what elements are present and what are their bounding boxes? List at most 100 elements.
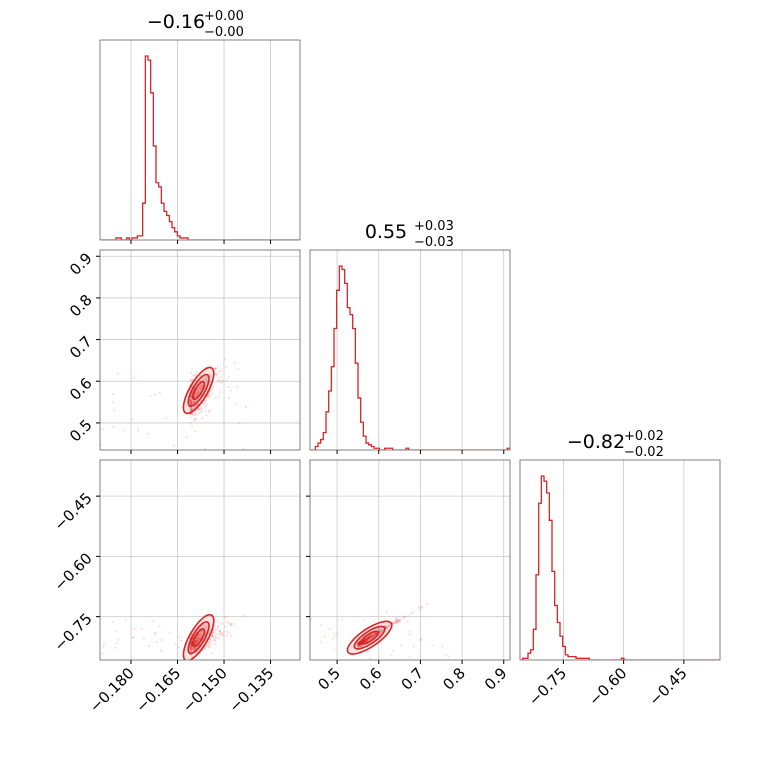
scatter-point — [205, 381, 208, 384]
scatter-point — [203, 401, 206, 405]
scatter-point — [365, 640, 368, 643]
scatter-point — [199, 411, 202, 414]
scatter-point — [194, 413, 197, 417]
scatter-point — [366, 636, 370, 639]
scatter-point — [388, 624, 391, 627]
scatter-point — [201, 406, 204, 409]
scatter-point — [370, 633, 374, 637]
scatter-point — [211, 632, 214, 635]
scatter-point — [202, 377, 205, 380]
scatter-point — [367, 635, 370, 639]
scatter-point — [111, 425, 114, 428]
scatter-point — [131, 418, 134, 421]
scatter-point — [364, 637, 368, 641]
scatter-point — [357, 642, 360, 645]
scatter-point — [189, 399, 192, 402]
scatter-point — [357, 641, 360, 644]
scatter-point — [363, 638, 366, 641]
scatter-point — [374, 631, 377, 635]
scatter-point — [357, 641, 360, 644]
scatter-point — [217, 625, 220, 629]
scatter-point — [224, 357, 227, 360]
x-tick-label: −0.165 — [132, 664, 184, 716]
scatter-point — [363, 638, 367, 641]
scatter-point — [367, 636, 371, 639]
scatter-point — [393, 622, 397, 625]
scatter-point — [194, 391, 197, 394]
scatter-point — [358, 639, 361, 642]
scatter-point — [197, 408, 200, 411]
scatter-point — [219, 632, 222, 635]
scatter-point — [199, 387, 202, 390]
scatter-point — [357, 644, 361, 647]
scatter-point — [431, 644, 434, 647]
scatter-point — [363, 639, 366, 642]
scatter-point — [211, 631, 215, 634]
scatter-point — [199, 386, 202, 389]
scatter-2-0 — [101, 613, 246, 660]
y-tick-label: −0.75 — [50, 610, 95, 655]
scatter-point — [365, 638, 368, 641]
scatter-point — [208, 409, 211, 412]
scatter-point — [148, 644, 151, 647]
scatter-point — [178, 635, 181, 639]
scatter-point — [191, 402, 194, 406]
scatter-point — [212, 638, 215, 642]
scatter-point — [193, 643, 196, 646]
scatter-point — [197, 636, 200, 639]
scatter-point — [368, 657, 372, 660]
scatter-point — [385, 627, 388, 630]
scatter-point — [194, 419, 197, 422]
scatter-point — [213, 640, 216, 643]
scatter-point — [214, 373, 217, 376]
scatter-point — [375, 632, 378, 635]
scatter-point — [323, 635, 326, 638]
x-tick-label: −0.150 — [179, 664, 231, 716]
scatter-point — [364, 638, 367, 641]
scatter-point — [369, 636, 373, 639]
scatter-point — [214, 627, 217, 630]
scatter-point — [361, 641, 365, 644]
scatter-point — [196, 638, 199, 642]
scatter-2-1 — [310, 602, 450, 663]
scatter-point — [229, 622, 233, 626]
scatter-point — [194, 640, 197, 643]
scatter-point — [389, 661, 391, 663]
scatter-point — [391, 649, 394, 652]
scatter-point — [358, 642, 361, 645]
scatter-point — [395, 619, 398, 623]
scatter-point — [196, 637, 199, 640]
scatter-point — [366, 637, 370, 640]
scatter-point — [190, 403, 193, 406]
scatter-point — [357, 645, 360, 648]
scatter-point — [385, 626, 388, 629]
scatter-point — [406, 615, 410, 618]
scatter-point — [361, 641, 364, 644]
panel-2-2: −0.82+0.02−0.02 −0.75 −0.60 −0.45 — [519, 429, 721, 709]
scatter-point — [367, 636, 370, 639]
scatter-point — [188, 400, 192, 404]
scatter-point — [191, 399, 194, 403]
scatter-point — [197, 412, 201, 415]
scatter-point — [357, 643, 360, 646]
scatter-point — [195, 640, 198, 643]
scatter-point — [207, 393, 210, 397]
scatter-point — [341, 618, 344, 621]
scatter-point — [189, 399, 192, 402]
scatter-point — [357, 644, 360, 647]
scatter-point — [335, 635, 338, 638]
scatter-point — [358, 643, 361, 646]
scatter-point — [245, 405, 248, 409]
panel-1-0: 0.5 0.6 0.7 0.8 0.9 — [66, 249, 301, 454]
scatter-point — [196, 392, 200, 395]
scatter-point — [390, 653, 393, 657]
scatter-point — [174, 643, 177, 646]
scatter-point — [362, 641, 365, 644]
scatter-point — [190, 403, 193, 406]
y-tick-label: 0.8 — [66, 291, 96, 321]
scatter-point — [196, 391, 200, 394]
scatter-point — [191, 647, 194, 650]
scatter-point — [357, 641, 360, 644]
scatter-point — [320, 623, 323, 626]
scatter-point — [199, 374, 202, 377]
